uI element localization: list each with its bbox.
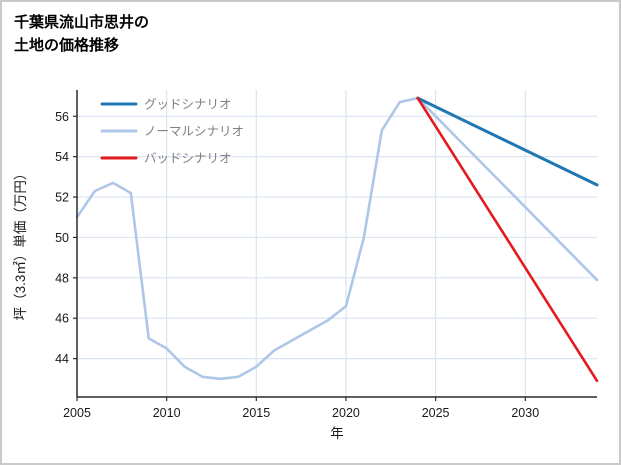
- legend-label-1: ノーマルシナリオ: [144, 125, 244, 139]
- chart-title-line1: 千葉県流山市思井の: [14, 14, 150, 31]
- x-tick-label: 2020: [332, 406, 360, 420]
- x-tick-label: 2005: [63, 406, 91, 420]
- series-line-1: [75, 96, 599, 381]
- y-tick-label: 52: [55, 191, 69, 205]
- legend-label-0: グッドシナリオ: [144, 98, 232, 112]
- series-line-0: [416, 96, 599, 187]
- chart-title-line2: 土地の価格推移: [14, 36, 120, 54]
- y-tick-label: 50: [55, 231, 69, 245]
- y-tick-label: 56: [55, 110, 69, 124]
- y-tick-label: 48: [55, 271, 69, 285]
- chart-title: 千葉県流山市思井の 土地の価格推移: [14, 12, 149, 57]
- x-tick-label: 2025: [422, 406, 450, 420]
- x-tick-label: 2010: [153, 406, 181, 420]
- x-tick-label: 2015: [242, 406, 270, 420]
- legend-label-2: バッドシナリオ: [144, 152, 232, 166]
- x-axis-label: 年: [330, 426, 344, 441]
- y-tick-label: 46: [55, 312, 69, 326]
- y-tick-label: 54: [55, 150, 69, 164]
- series-line-2: [416, 96, 599, 383]
- x-tick-label: 2030: [511, 406, 539, 420]
- y-tick-label: 44: [55, 352, 69, 366]
- y-axis-label: 坪（3.3㎡）単価（万円）: [13, 167, 28, 321]
